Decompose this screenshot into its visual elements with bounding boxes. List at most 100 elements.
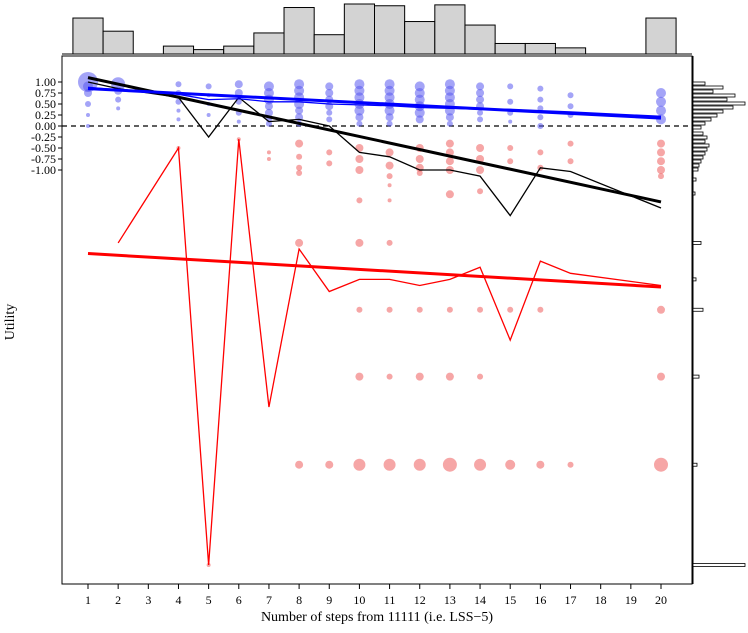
negative-point [415,155,424,163]
negative-point [567,158,574,165]
negative-point [416,170,423,177]
y-tick-label: -1.00 [31,163,56,177]
negative-point [445,372,454,381]
positive-point [384,105,395,116]
histogram-bar [102,30,134,55]
negative-point [657,166,665,174]
fit-line-positive [87,87,662,120]
right-histogram-bar [692,81,706,86]
fit-line-all [87,76,662,204]
histogram-bar [72,17,104,55]
negative-point [537,306,544,313]
x-tick-label: 14 [474,593,486,607]
negative-point [413,458,426,471]
negative-point [383,458,396,471]
histogram-bar [374,5,406,55]
negative-point [507,306,514,313]
positive-point [205,83,212,90]
histogram-bar [162,45,195,55]
right-histogram-bar [692,93,736,98]
histogram-bar [524,42,556,55]
points-layer [78,72,668,567]
negative-point [445,190,454,199]
negative-point [445,139,454,148]
y-tick-label: -0.75 [31,152,56,166]
x-tick-label: 7 [266,593,272,607]
positive-point [537,85,544,92]
positive-point [477,109,484,116]
positive-point [234,80,243,89]
positive-point [176,117,181,122]
positive-point [656,88,666,98]
right-histogram-bar [692,97,728,102]
negative-point [442,457,457,472]
negative-point [507,158,514,165]
positive-point [86,113,90,117]
y-tick-label: -0.25 [31,130,56,144]
negative-point [657,139,665,148]
x-axis-label: Number of steps from 11111 (i.e. LSS−5) [261,610,493,625]
negative-point [537,149,544,156]
x-tick-label: 2 [115,593,121,607]
right-histogram-bar [692,109,724,114]
x-tick-label: 18 [595,593,607,607]
positive-point [356,120,363,127]
negative-point [266,150,271,155]
right-histogram-bar [692,563,746,567]
right-histogram-bar [692,147,708,152]
histogram-bar [464,24,496,55]
mean-line-all [87,81,662,217]
positive-point [116,106,121,111]
negative-point [355,372,364,381]
negative-point [386,173,393,180]
y-tick-label: -0.50 [31,141,56,155]
negative-point [385,161,394,170]
positive-point [445,113,454,122]
negative-point [353,458,366,471]
x-tick-label: 15 [504,593,516,607]
positive-point [567,103,574,110]
top-histogram [62,3,692,55]
x-tick-label: 10 [353,593,365,607]
positive-point [386,120,393,127]
negative-point [295,238,304,247]
lines-layer [87,76,662,566]
right-histogram-bar [692,374,700,379]
negative-point [476,144,485,152]
positive-point [236,119,241,124]
negative-point [567,461,574,468]
negative-point [326,149,333,156]
negative-point [445,157,454,166]
negative-point [296,170,303,177]
y-tick-label: 0.75 [35,86,56,100]
positive-point [537,96,544,103]
positive-point [385,113,394,122]
right-histogram-bar [692,117,712,122]
positive-point [206,113,211,117]
x-tick-label: 17 [565,593,577,607]
negative-point [507,145,514,151]
right-histogram-bar [692,163,700,168]
x-tick-label: 4 [175,593,181,607]
right-histogram-bar [692,131,704,136]
negative-point [325,460,334,469]
fit-line-negative [87,252,662,289]
right-histogram-bar [692,89,714,94]
negative-point [387,198,392,203]
negative-point [296,153,303,160]
negative-point [567,140,574,147]
right-histogram-bar [692,135,708,140]
negative-point [295,139,304,148]
negative-point [295,460,304,469]
positive-point [264,108,273,117]
negative-point [415,372,424,381]
right-histogram-bar [692,191,696,196]
x-tick-label: 3 [145,593,151,607]
negative-point [355,155,364,163]
y-axis-label: Utility [3,304,18,341]
histogram-bar [554,47,587,55]
y-tick-label: 0.00 [35,119,56,133]
histogram-bar [193,49,225,55]
positive-point [355,113,364,122]
y-tick-label: 0.50 [35,97,56,111]
